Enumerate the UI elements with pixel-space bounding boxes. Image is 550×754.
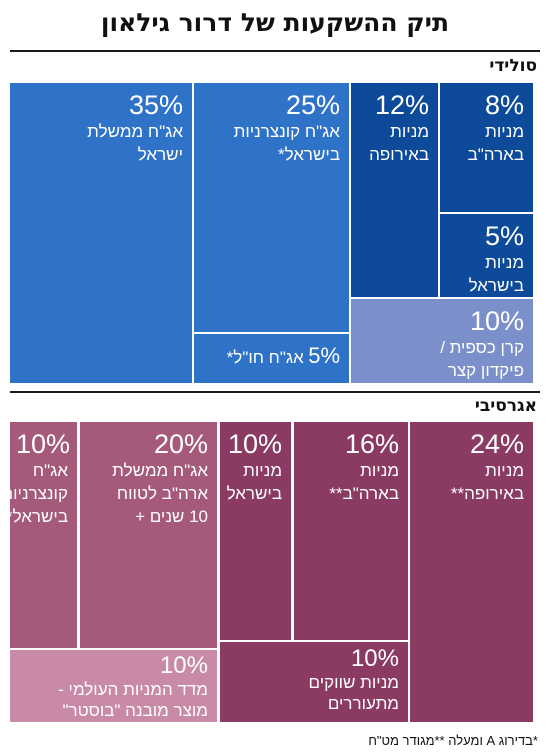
cell-percent: 10% xyxy=(159,652,208,679)
cell-percent: 24% xyxy=(469,429,524,459)
treemap-cell-europe-stocks: 24% מניות באירופה** xyxy=(410,422,533,722)
cell-percent: 10% xyxy=(469,306,524,336)
cell-label: מניות בישראל xyxy=(226,461,282,503)
treemap-cell-money-market: 10% קרן כספית / פיקדון קצר xyxy=(351,299,533,383)
footnote: *בדירוג A ומעלה **מגודר מט"ח xyxy=(368,733,538,748)
treemap-cell-israel-corporate-bonds: 10% אג"ח קונצרניות בישראל* xyxy=(10,422,77,648)
cell-percent: 10% xyxy=(227,429,282,459)
section-divider xyxy=(10,391,540,393)
title-divider xyxy=(10,50,540,52)
treemap-cell-foreign-bonds: 5% אג"ח חו"ל* xyxy=(194,334,349,383)
section-label-aggressive: אגרסיבי xyxy=(474,396,537,416)
cell-label: מניות באירופה** xyxy=(450,461,524,503)
cell-percent: 10% xyxy=(16,429,71,459)
cell-label: מדד המניות העולמי - מוצר מובנה "בוסטר" xyxy=(58,680,208,720)
treemap-cell-israel-stocks: 5% מניות בישראל xyxy=(440,214,533,297)
cell-label: מניות בישראל xyxy=(468,253,524,295)
cell-percent: 25% xyxy=(285,90,340,120)
cell-percent: 5% xyxy=(484,221,524,251)
chart-title: תיק ההשקעות של דרור גילאון xyxy=(100,8,450,37)
cell-label: מניות בארה"ב** xyxy=(329,461,399,503)
cell-label: אג"ח חו"ל* xyxy=(226,348,304,367)
cell-label: אג"ח קונצרניות בישראל* xyxy=(233,122,340,164)
treemap-cell-us-gov-bonds: 20% אג"ח ממשלת ארה"ב לטווח 10 שנים + xyxy=(80,422,217,648)
cell-percent: 10% xyxy=(350,645,399,672)
cell-label: אג"ח קונצרניות בישראל* xyxy=(10,461,68,526)
cell-percent: 16% xyxy=(344,429,399,459)
treemap-cell-global-index-structured: 10% מדד המניות העולמי - מוצר מובנה "בוסט… xyxy=(10,650,217,722)
treemap-cell-israel-stocks: 10% מניות בישראל xyxy=(220,422,291,640)
section-label-solid: סולידי xyxy=(489,56,537,76)
treemap-cell-us-stocks: 16% מניות בארה"ב** xyxy=(294,422,408,640)
cell-percent: 12% xyxy=(374,90,429,120)
cell-percent: 35% xyxy=(128,90,183,120)
treemap-cell-emerging-markets: 10% מניות שווקים מתעוררים xyxy=(220,642,408,722)
treemap-cell-israel-gov-bonds: 35% אג"ח ממשלת ישראל xyxy=(10,83,192,383)
cell-percent: 8% xyxy=(484,90,524,120)
cell-percent: 20% xyxy=(153,429,208,459)
treemap-cell-europe-stocks: 12% מניות באירופה xyxy=(351,83,438,297)
cell-label: אג"ח ממשלת ישראל xyxy=(87,122,183,164)
cell-label: מניות בארה"ב xyxy=(467,122,524,164)
cell-label: אג"ח ממשלת ארה"ב לטווח 10 שנים + xyxy=(112,461,208,526)
cell-label: מניות שווקים מתעוררים xyxy=(308,673,399,713)
cell-label: מניות באירופה xyxy=(369,122,429,164)
treemap-cell-us-stocks: 8% מניות בארה"ב xyxy=(440,83,533,212)
cell-label: קרן כספית / פיקדון קצר xyxy=(440,338,524,380)
cell-percent: 5% xyxy=(308,343,340,368)
treemap-cell-israel-corporate-bonds: 25% אג"ח קונצרניות בישראל* xyxy=(194,83,349,332)
